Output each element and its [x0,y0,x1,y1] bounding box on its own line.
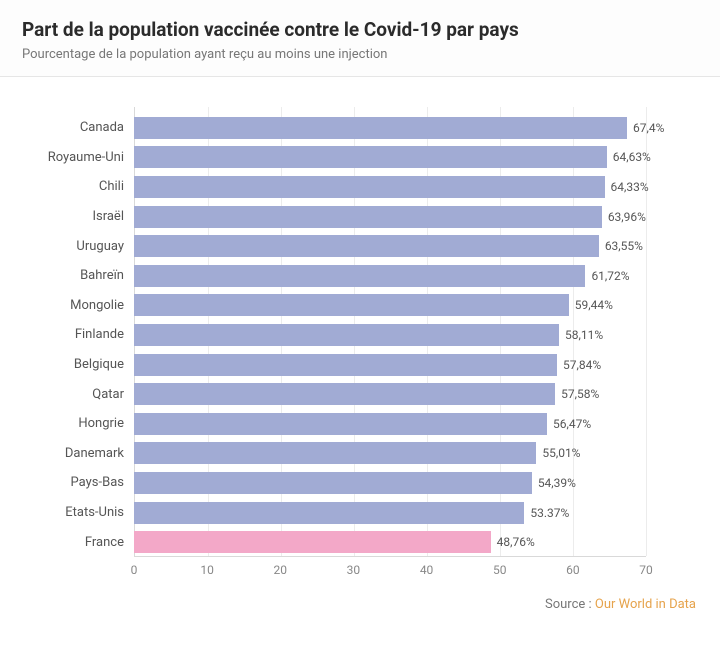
bar-row: France48,76% [134,530,646,554]
bar [134,235,599,257]
bar-row: Canada67,4% [134,116,646,140]
bar-value: 56,47% [547,417,591,431]
bar [134,265,585,287]
bar-label: Bahreïn [80,268,134,283]
bar-label: France [85,535,134,550]
bar [134,413,547,435]
bar-label: Uruguay [76,239,134,254]
bar-row: Finlande58,11% [134,323,646,347]
bar-label: Danemark [65,446,134,461]
bar-value: 64,63% [607,150,651,164]
bar [134,176,605,198]
bar-label: Mongolie [70,298,134,313]
bar-value: 55,01% [536,446,580,460]
bar [134,294,569,316]
chart-title: Part de la population vaccinée contre le… [22,18,698,41]
bar [134,117,627,139]
bar-value: 61,72% [585,269,629,283]
bar-row: Israël63,96% [134,205,646,229]
bar-row: Danemark55,01% [134,441,646,465]
chart-header: Part de la population vaccinée contre le… [0,0,720,77]
bar-row: Bahreïn61,72% [134,264,646,288]
bar-label: Canada [80,120,134,135]
bar-value: 58,11% [559,328,603,342]
bar-value: 64,33% [605,180,649,194]
bar-row: Chili64,33% [134,175,646,199]
bar [134,502,524,524]
bar-label: Pays-Bas [71,475,134,490]
bar [134,354,557,376]
bars-container: Canada67,4% Royaume-Uni64,63% Chili64,33% I… [134,113,646,557]
source-link[interactable]: Our World in Data [595,597,696,612]
bar-value: 59,44% [569,298,613,312]
bar-row: Hongrie56,47% [134,412,646,436]
bar-row: Belgique57,84% [134,353,646,377]
bar-value: 54,39% [532,476,576,490]
x-tick-label: 70 [639,563,653,577]
chart-inner: Canada67,4% Royaume-Uni64,63% Chili64,33% I… [134,107,696,587]
bar-value: 63,96% [602,210,646,224]
x-tick-label: 30 [347,563,361,577]
bar-value: 57,84% [557,358,601,372]
bar-label: Hongrie [78,416,134,431]
bar-value: 67,4% [627,121,664,135]
x-tick-label: 20 [274,563,288,577]
source-prefix: Source : [545,597,595,612]
bar-value: 63,55% [599,239,643,253]
bar [134,472,532,494]
bar-label: Royaume-Uni [48,150,134,165]
bar [134,383,555,405]
bar-label: Qatar [92,387,134,402]
chart-area: Canada67,4%Royaume-Uni64,63%Chili64,33%I… [0,77,720,593]
bar-row: Mongolie59,44% [134,293,646,317]
bar-label: Belgique [74,357,134,372]
bar [134,206,602,228]
bar [134,146,607,168]
bar-value: 53.37% [524,506,569,520]
bar-row: Royaume-Uni64,63% [134,145,646,169]
bar [134,324,559,346]
bar-label: Finlande [75,327,134,342]
bar-label: Chili [99,179,134,194]
bar-row: Pays-Bas54,39% [134,471,646,495]
bar-row: Qatar57,58% [134,382,646,406]
bar-row: Etats-Unis53.37% [134,501,646,525]
x-axis: 010203040506070 [134,557,646,587]
bar-row: Uruguay63,55% [134,234,646,258]
x-tick-label: 60 [566,563,580,577]
gridline [646,107,647,556]
bar-value: 48,76% [491,535,535,549]
bar-value: 57,58% [555,387,599,401]
x-tick-label: 0 [131,563,138,577]
x-tick-label: 50 [493,563,507,577]
bar-label: Etats-Unis [65,505,134,520]
bar-label: Israël [92,209,134,224]
bar [134,442,536,464]
bar [134,531,491,553]
x-tick-label: 40 [420,563,434,577]
chart-subtitle: Pourcentage de la population ayant reçu … [22,47,698,62]
x-tick-label: 10 [200,563,214,577]
chart-footer: Source : Our World in Data [0,593,720,630]
